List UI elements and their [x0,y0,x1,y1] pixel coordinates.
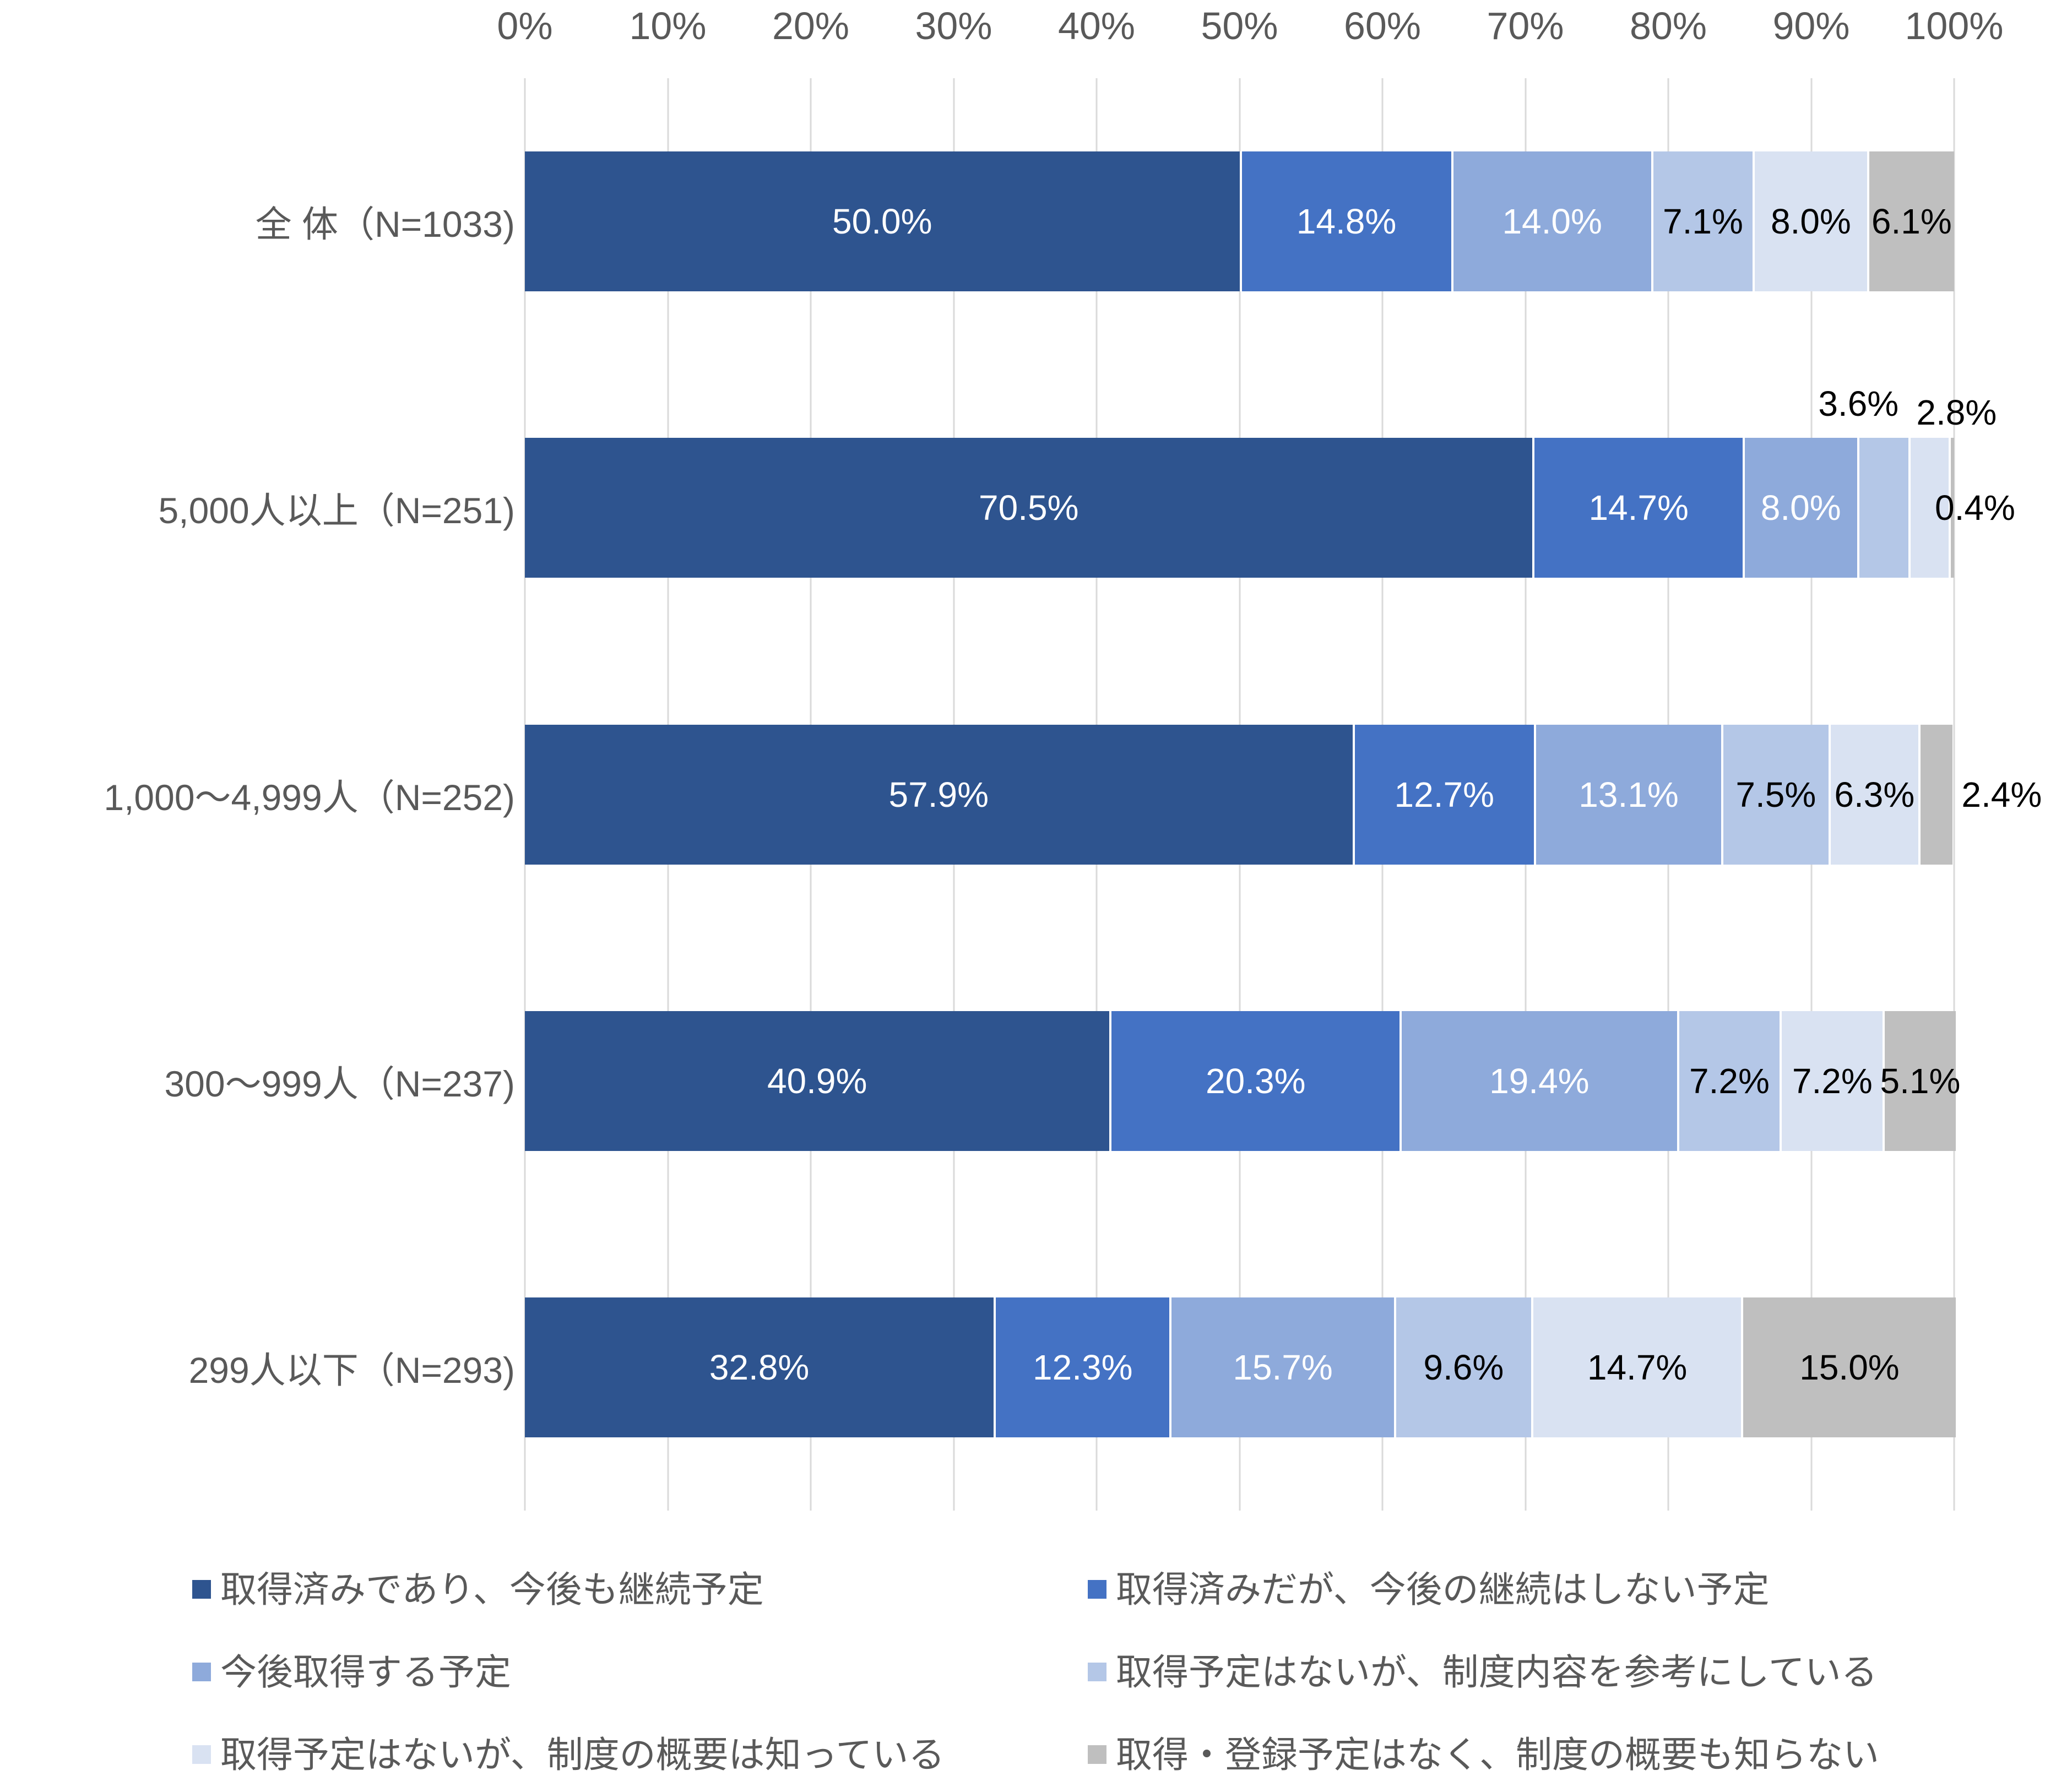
bar-segment: 8.0% [1742,438,1857,578]
value-label-outside: 0.4% [1935,488,2015,528]
value-label: 70.5% [979,488,1079,528]
bar-segment: 7.1% [1651,151,1753,292]
legend-swatch-icon [1088,1745,1106,1764]
value-label: 6.1% [1871,202,1952,242]
category-label: 299人以下（N=293) [188,1349,515,1391]
value-label-above: 2.8% [1916,393,1997,433]
bar-segment: 57.9% [525,724,1353,865]
legend-label: 今後取得する予定 [220,1652,511,1692]
value-label: 7.2% [1792,1061,1873,1101]
category-label: 全 体（N=1033) [255,204,515,245]
bar-segment: 14.7% [1531,1297,1742,1437]
legend-swatch-icon [192,1580,211,1599]
legend-swatch-icon [192,1663,211,1681]
value-label: 57.9% [888,774,989,814]
bar-segment: 8.0% [1753,151,1867,292]
legend-label: 取得済みだが、今後の継続はしない予定 [1116,1569,1770,1610]
value-label: 14.0% [1502,202,1602,242]
value-label: 50.0% [832,202,932,242]
value-label: 7.2% [1689,1061,1770,1101]
bar-segment [1857,438,1908,578]
bar-segment: 7.2% [1780,1011,1883,1151]
bar-segment: 14.7% [1532,438,1743,578]
x-axis-tick-label: 0% [497,4,553,47]
value-label: 19.4% [1489,1061,1590,1101]
bar-segment: 12.3% [994,1297,1170,1437]
legend-item: 取得済みだが、今後の継続はしない予定 [1088,1571,1770,1608]
legend-label: 取得予定はないが、制度内容を参考にしている [1116,1652,1878,1692]
x-axis-tick-label: 10% [629,4,707,47]
bar-segment: 14.8% [1239,151,1451,292]
legend-label: 取得予定はないが、制度の概要は知っている [220,1734,945,1775]
category-label: 300～999人（N=237) [164,1063,515,1104]
bar-segment: 40.9% [525,1011,1110,1151]
bar-segment: 15.7% [1169,1297,1394,1437]
value-label: 14.7% [1587,1347,1688,1387]
bar-segment: 13.1% [1534,724,1721,865]
bar-segment: 6.1% [1867,151,1954,292]
bar-segment: 70.5% [525,438,1533,578]
value-label: 12.3% [1033,1347,1133,1387]
bar-segment: 6.3% [1828,724,1919,865]
x-axis-tick-label: 50% [1201,4,1278,47]
bar-segment: 14.0% [1451,151,1651,292]
legend-swatch-icon [192,1745,211,1764]
value-label: 20.3% [1206,1061,1306,1101]
value-label: 14.8% [1296,202,1397,242]
value-label-outside: 2.4% [1961,774,2042,814]
value-label: 15.7% [1233,1347,1333,1387]
value-label: 14.7% [1588,488,1689,528]
x-axis-tick-label: 40% [1057,4,1136,47]
bar-segment: 15.0% [1741,1297,1956,1437]
bar-segment: 5.1% [1880,1011,1960,1151]
bar-segment: 32.8% [525,1297,994,1437]
value-label: 6.3% [1834,774,1915,814]
category-label: 5,000人以上（N=251) [158,490,515,531]
bar-segment: 7.2% [1677,1011,1780,1151]
bar-segment: 9.6% [1393,1297,1531,1437]
value-label: 13.1% [1578,774,1679,814]
legend-swatch-icon [1088,1663,1106,1681]
legend-item: 今後取得する予定 [192,1654,511,1690]
bar-segment: 7.5% [1721,724,1829,865]
value-label: 5.1% [1880,1061,1961,1101]
x-axis-tick-label: 100% [1905,4,2004,47]
legend-swatch-icon [1088,1580,1106,1599]
value-label: 8.0% [1760,488,1841,528]
legend-item: 取得予定はないが、制度内容を参考にしている [1088,1654,1878,1690]
value-label: 12.7% [1394,774,1495,814]
value-label: 15.0% [1799,1347,1900,1387]
value-label: 8.0% [1770,202,1851,242]
bar-segment: 19.4% [1400,1011,1677,1151]
x-axis-tick-label: 60% [1343,4,1422,47]
x-axis-tick-label: 80% [1629,4,1707,47]
x-axis-tick-label: 20% [772,4,850,47]
legend-label: 取得・登録予定はなく、制度の概要も知らない [1116,1734,1879,1775]
category-label: 1,000～4,999人（N=252) [104,776,515,818]
value-label: 40.9% [767,1061,867,1101]
bar-segment: 50.0% [525,151,1240,292]
bar-segment [1918,724,1953,865]
x-axis-tick-label: 70% [1487,4,1564,47]
legend-label: 取得済みであり、今後も継続予定 [220,1569,764,1610]
legend-item: 取得済みであり、今後も継続予定 [192,1571,764,1608]
bar-segment: 12.7% [1352,724,1534,865]
legend-item: 取得・登録予定はなく、制度の概要も知らない [1088,1736,1879,1773]
legend-item: 取得予定はないが、制度の概要は知っている [192,1736,945,1773]
value-label-above: 3.6% [1818,384,1899,424]
value-label: 7.1% [1663,202,1743,242]
value-label: 7.5% [1735,774,1816,814]
value-label: 9.6% [1423,1347,1504,1387]
x-axis-tick-label: 90% [1772,4,1850,47]
value-label: 32.8% [709,1347,810,1387]
x-axis-tick-label: 30% [915,4,992,47]
bar-segment [1908,438,1949,578]
bar-segment: 20.3% [1109,1011,1400,1151]
gridline [1953,78,1955,1511]
bar-segment [1948,438,1954,578]
